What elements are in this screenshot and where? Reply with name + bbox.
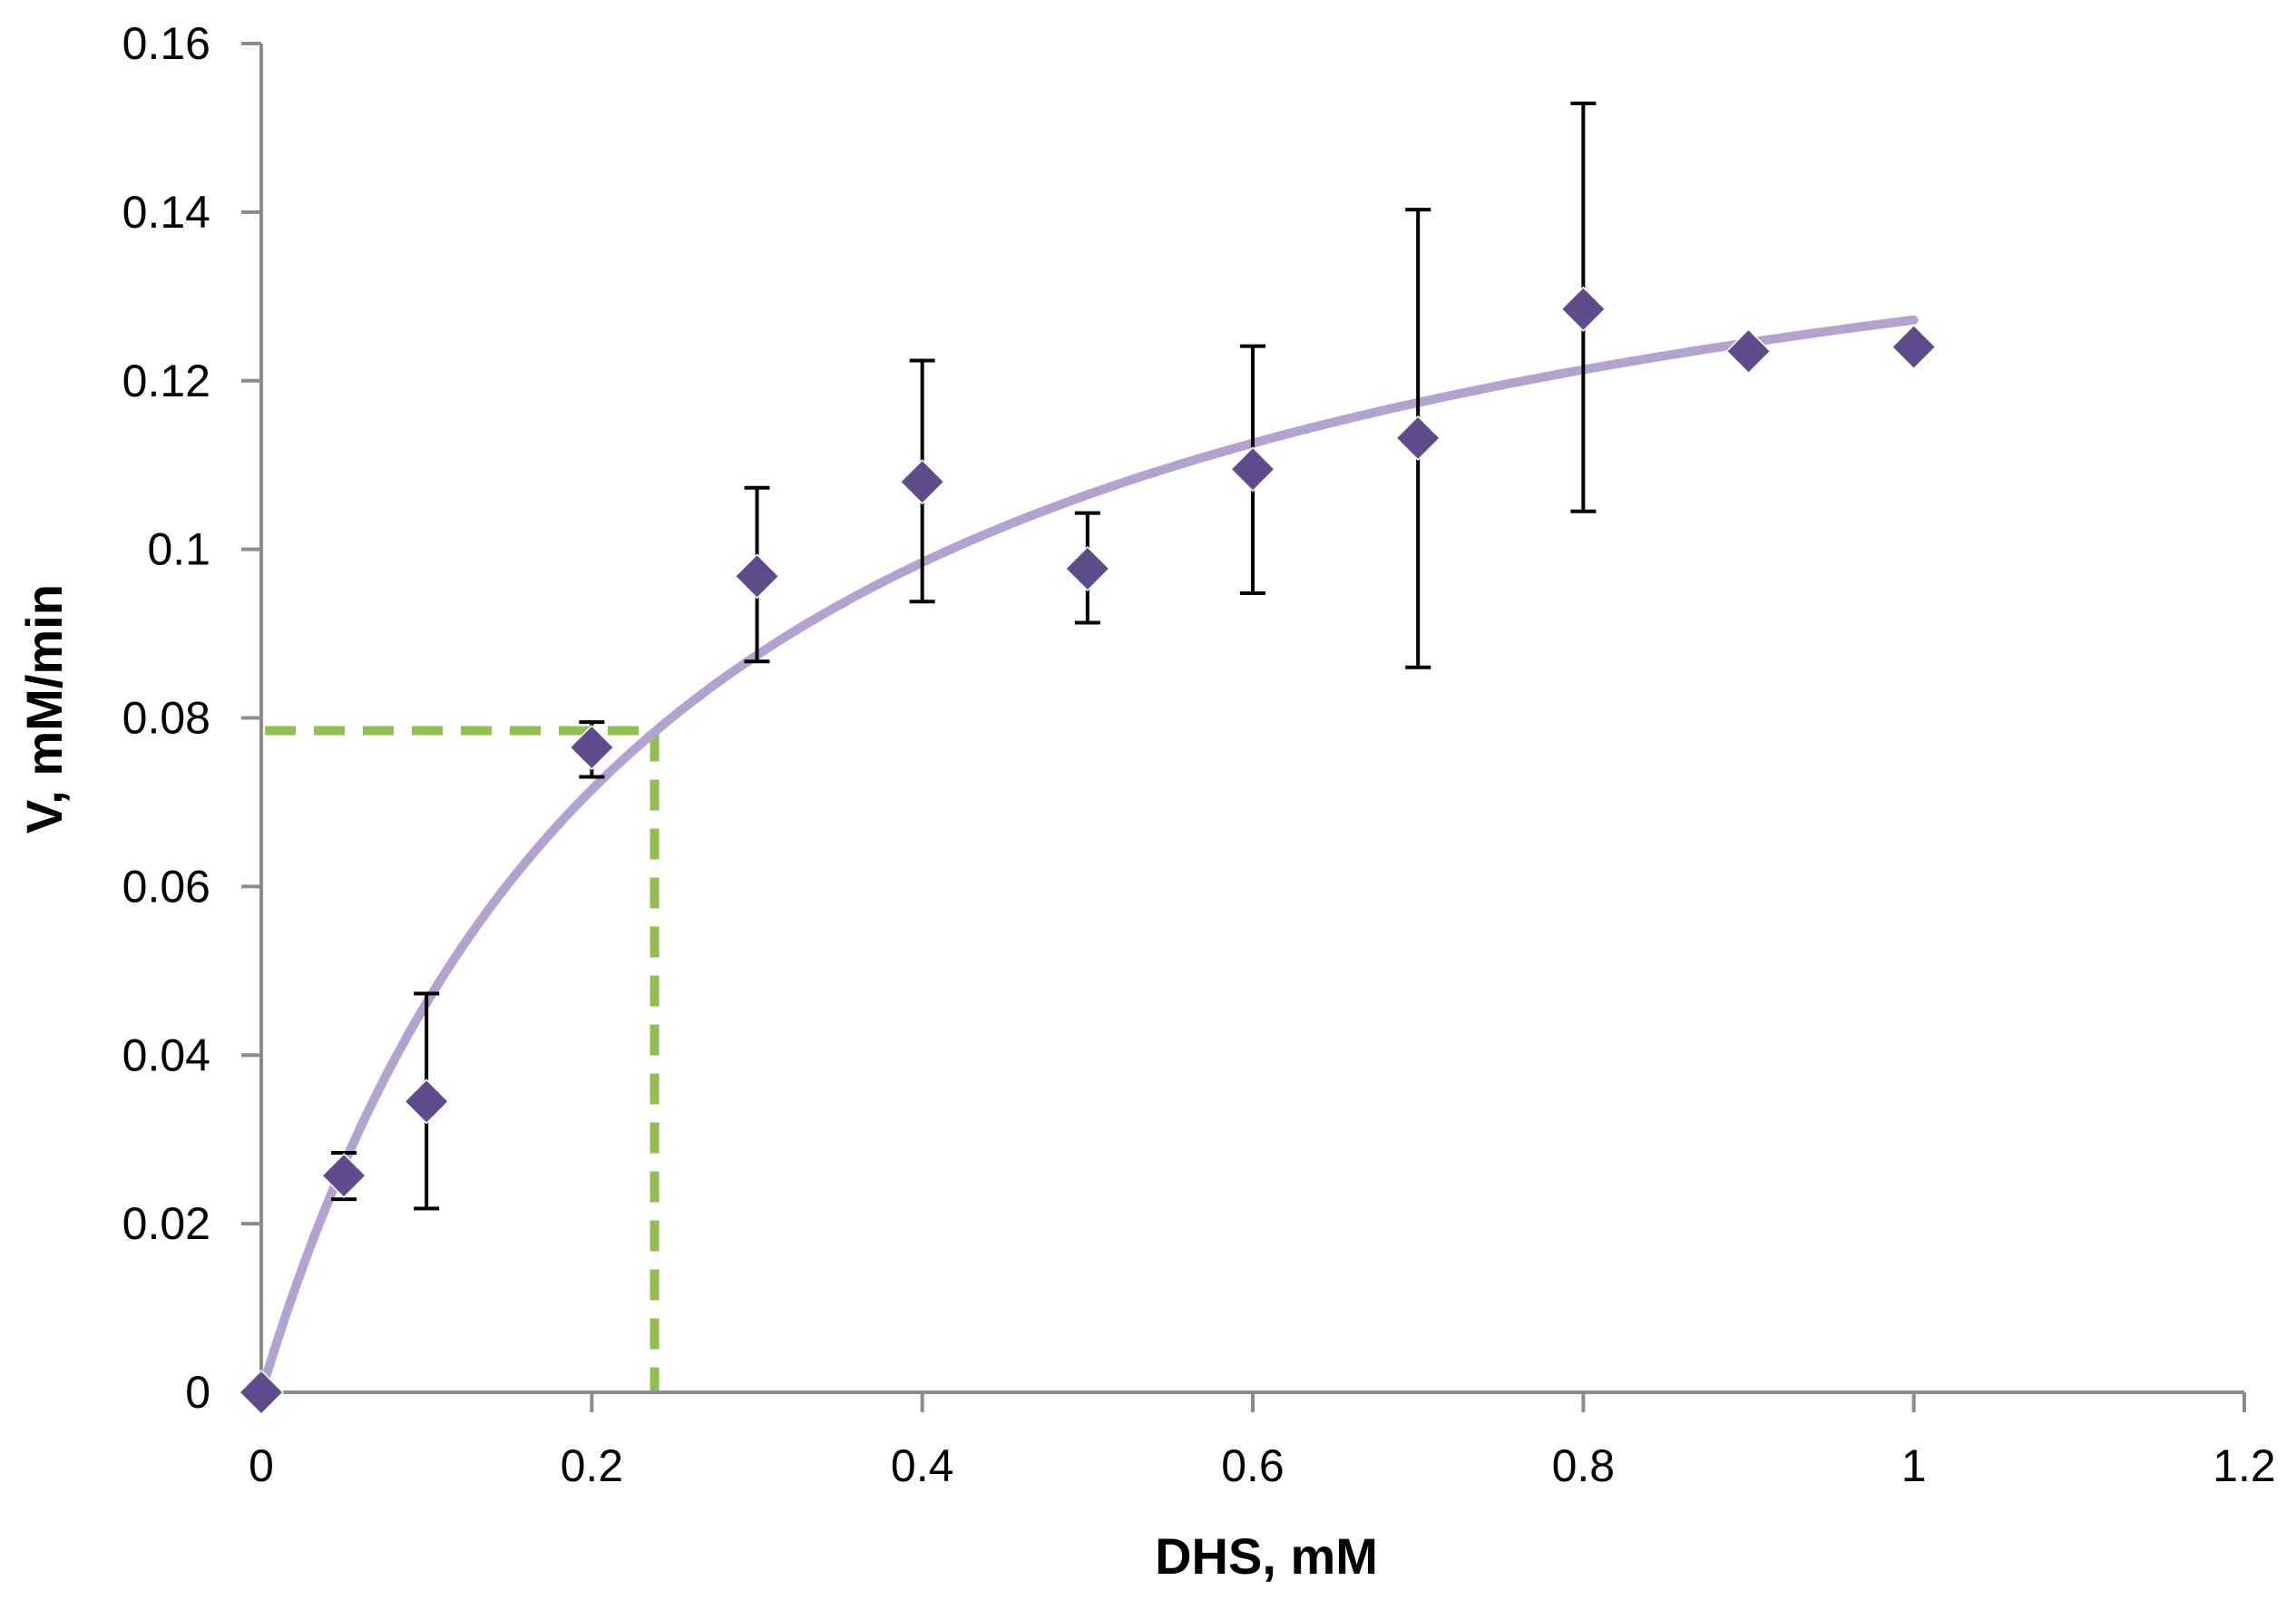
x-tick-label: 0.2 [561,1440,624,1491]
data-points-layer [238,286,1937,1416]
x-tick-label: 0.8 [1552,1440,1616,1491]
y-tick-label: 0.04 [122,1029,210,1080]
y-axis-title: V, mM/min [15,584,73,834]
data-point [1891,324,1937,370]
data-point [1725,328,1772,375]
data-point [1395,415,1441,462]
data-point [1229,446,1276,493]
data-point [1064,545,1110,592]
y-tick-label: 0.1 [147,524,210,575]
y-tick-label: 0 [185,1367,210,1418]
y-tick-label: 0.14 [122,187,210,238]
x-axis-title: DHS, mM [1155,1527,1378,1585]
data-point [238,1369,285,1416]
data-point [734,553,780,600]
y-tick-label: 0.06 [122,861,210,912]
data-point [404,1078,450,1125]
error-bars-layer [331,101,1597,1211]
fit-curve-layer [257,315,1919,1397]
x-tick-label: 0.6 [1221,1440,1285,1491]
data-point [569,724,615,771]
x-tick-label: 1 [1901,1440,1927,1491]
y-tick-label: 0.08 [122,693,210,744]
fit-curve-line [257,315,1919,1397]
data-point [899,459,945,505]
x-tick-label: 0.4 [891,1440,954,1491]
y-tick-label: 0.02 [122,1198,210,1249]
y-tick-label: 0.16 [122,18,210,69]
tick-labels-layer: 0 0.02 0.04 0.06 0.08 0.1 0.12 0.14 0.16 0 0.2 0.4 0… [122,18,2276,1491]
x-tick-label: 1.2 [2213,1440,2276,1491]
y-tick-label: 0.12 [122,356,210,406]
data-point [1560,286,1607,332]
guide-lines-layer [265,726,659,1392]
axes-layer [241,42,2246,1412]
x-tick-label: 0 [249,1440,274,1491]
data-point [321,1153,367,1199]
